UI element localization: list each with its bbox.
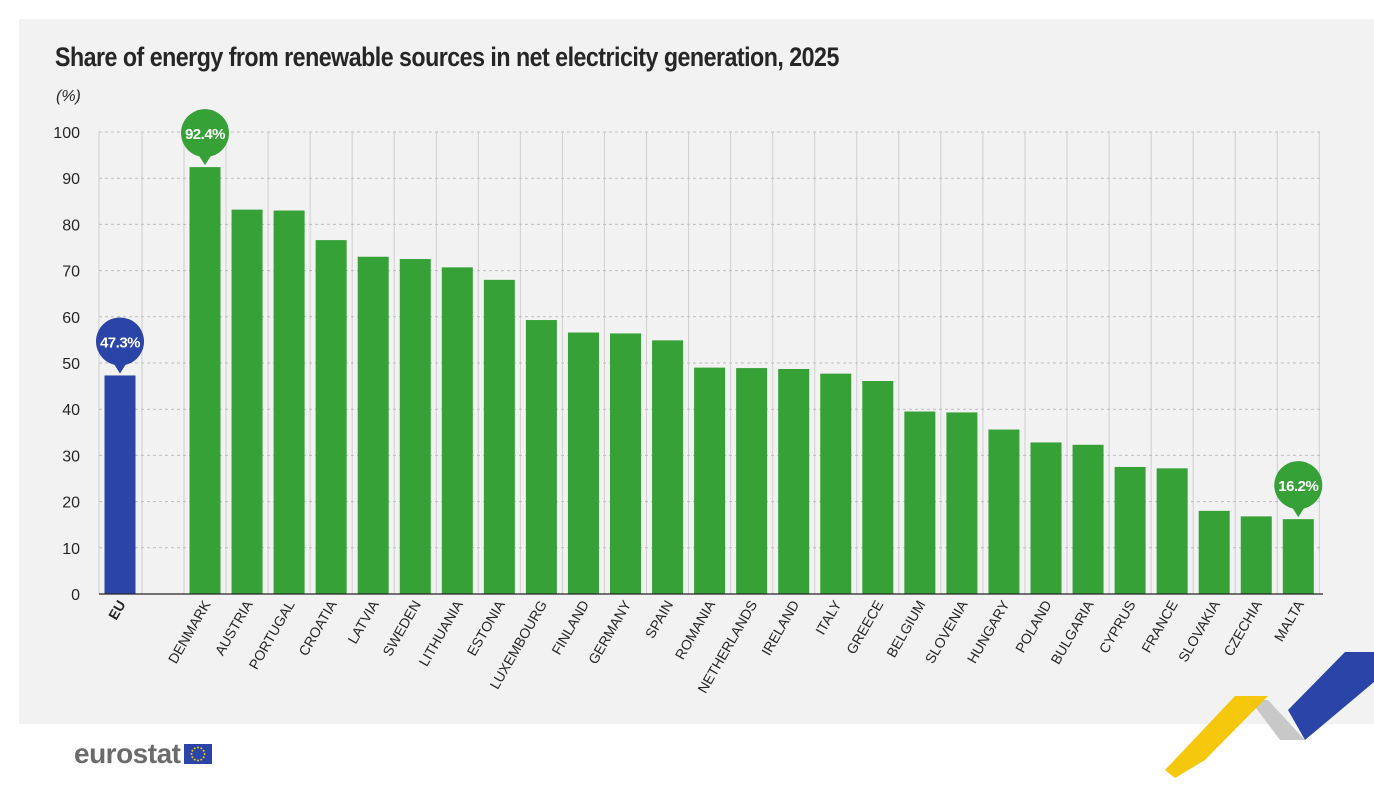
flag-star: [203, 756, 206, 759]
bar-luxembourg: [525, 320, 557, 594]
ribbon-grey: [1250, 700, 1305, 740]
bar-slovenia: [946, 412, 978, 594]
flag-star: [197, 759, 200, 762]
x-tick-label: FRANCE: [1138, 598, 1181, 656]
flag-star: [203, 753, 206, 755]
x-tick-label: LATVIA: [344, 597, 382, 646]
bar-italy: [820, 373, 852, 594]
bar-belgium: [904, 411, 936, 594]
bar-spain: [652, 340, 684, 594]
y-tick-label: 100: [53, 125, 80, 142]
y-unit-label: (%): [56, 88, 81, 105]
x-tick-label: ESTONIA: [463, 597, 508, 659]
flag-star: [200, 747, 203, 750]
bar-france: [1156, 468, 1188, 594]
y-tick-label: 0: [71, 587, 80, 604]
bar-malta: [1282, 519, 1314, 594]
x-tick-label: SPAIN: [642, 598, 676, 641]
flag-star: [194, 747, 197, 750]
bar-austria: [231, 209, 263, 594]
y-tick-label: 30: [62, 448, 80, 465]
chart-title: Share of energy from renewable sources i…: [55, 42, 839, 72]
y-tick-label: 40: [62, 402, 80, 419]
x-tick-label: MALTA: [1271, 597, 1307, 644]
bar-romania: [694, 367, 726, 594]
y-tick-label: 10: [62, 541, 80, 558]
x-tick-label: POLAND: [1012, 598, 1055, 656]
bar-greece: [862, 381, 894, 594]
x-tick-label: IRELAND: [758, 598, 802, 659]
x-tick-label: AUSTRIA: [211, 597, 256, 658]
y-tick-label: 70: [62, 264, 80, 281]
data-label: 92.4%: [185, 126, 225, 143]
ribbon-yellow: [1165, 696, 1268, 778]
bar-czechia: [1240, 516, 1272, 594]
ribbon-blue: [1288, 652, 1374, 740]
eurostat-logo: eurostat: [74, 738, 213, 770]
x-tick-label: FINLAND: [548, 598, 592, 658]
bar-netherlands: [736, 368, 768, 594]
y-tick-label: 90: [62, 171, 80, 188]
x-tick-label: SLOVAKIA: [1175, 597, 1223, 665]
flag-star: [190, 753, 193, 755]
x-tick-label: SLOVENIA: [922, 597, 971, 666]
x-tick-label: DENMARK: [165, 597, 214, 666]
callout-bubble: [1274, 461, 1323, 510]
x-tick-label: GREECE: [843, 598, 886, 657]
y-tick-label: 20: [62, 495, 80, 512]
bar-latvia: [357, 256, 389, 594]
y-tick-label: 60: [62, 310, 80, 327]
bar-portugal: [273, 210, 305, 595]
bar-cyprus: [1114, 466, 1146, 594]
bar-estonia: [483, 279, 515, 594]
bar-hungary: [988, 429, 1020, 594]
callout-pointer: [198, 154, 212, 166]
brand-wordmark: eurostat: [74, 738, 181, 769]
bar-lithuania: [441, 267, 473, 594]
flag-star: [191, 749, 194, 752]
x-tick-label: EU: [105, 598, 129, 623]
x-tick-label: CROATIA: [295, 597, 340, 659]
bar-poland: [1030, 442, 1062, 594]
data-label: 47.3%: [100, 334, 140, 351]
callout-pointer: [1291, 506, 1306, 518]
x-tick-label: ROMANIA: [672, 597, 719, 662]
bar-denmark: [189, 167, 221, 594]
bar-eu: [104, 375, 136, 594]
flag-star: [200, 758, 203, 761]
x-tick-label: SWEDEN: [379, 598, 424, 659]
flag-star: [191, 756, 194, 759]
eu-flag-icon: [184, 744, 213, 764]
flag-star: [203, 749, 206, 752]
bar-ireland: [778, 369, 810, 594]
bar-croatia: [315, 240, 347, 594]
bar-finland: [567, 332, 599, 594]
x-tick-label: CYPRUS: [1096, 598, 1139, 657]
x-tick-label: LITHUANIA: [415, 597, 466, 669]
y-tick-label: 50: [62, 356, 80, 373]
callout-bubble: [96, 317, 144, 366]
flag-star: [194, 758, 197, 761]
callout-bubble: [181, 109, 229, 158]
x-tick-label: HUNGARY: [964, 597, 1013, 666]
flag-star: [197, 746, 200, 749]
callout-pointer: [113, 362, 127, 374]
bar-slovakia: [1198, 510, 1230, 594]
y-tick-label: 80: [62, 217, 80, 234]
bar-sweden: [399, 259, 431, 594]
x-tick-label: GERMANY: [585, 597, 635, 667]
x-tick-label: BULGARIA: [1047, 597, 1097, 667]
x-tick-label: CZECHIA: [1220, 597, 1265, 659]
bar-germany: [610, 333, 641, 594]
x-tick-label: BELGIUM: [883, 598, 928, 661]
x-tick-label: ITALY: [812, 597, 845, 637]
bar-bulgaria: [1072, 444, 1104, 594]
data-label: 16.2%: [1278, 478, 1318, 495]
